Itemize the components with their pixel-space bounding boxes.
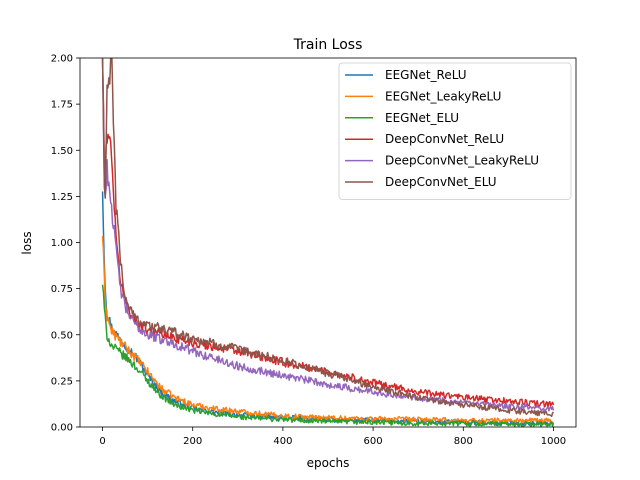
x-axis-label: epochs bbox=[307, 456, 350, 470]
y-tick-label: 0.25 bbox=[51, 376, 73, 387]
y-tick-label: 1.50 bbox=[51, 146, 73, 157]
series-line bbox=[101, 284, 555, 427]
y-tick-label: 1.00 bbox=[51, 238, 73, 249]
x-tick-label: 200 bbox=[183, 436, 202, 447]
x-tick-label: 1000 bbox=[541, 436, 566, 447]
series-line bbox=[101, 58, 555, 412]
series-lines bbox=[101, 58, 555, 427]
x-tick-label: 600 bbox=[364, 436, 383, 447]
series-line bbox=[101, 58, 555, 418]
y-tick-label: 2.00 bbox=[51, 54, 73, 65]
y-tick-label: 1.25 bbox=[51, 192, 73, 203]
chart-title: Train Loss bbox=[293, 37, 363, 53]
legend-label: DeepConvNet_ELU bbox=[385, 175, 497, 189]
legend-box bbox=[338, 62, 572, 200]
x-tick-label: 400 bbox=[273, 436, 292, 447]
x-tick-label: 0 bbox=[99, 436, 105, 447]
legend-label: DeepConvNet_ReLU bbox=[385, 132, 504, 146]
y-tick-label: 1.75 bbox=[51, 100, 73, 111]
axes: 0 200 400 600 800 1000 0.00 0.25 0.50 0.75 1.00 1.2… bbox=[51, 54, 577, 447]
legend-label: EEGNet_ReLU bbox=[385, 68, 467, 82]
y-tick-label: 0.50 bbox=[51, 330, 73, 341]
y-tick-label: 0.75 bbox=[51, 284, 73, 295]
legend-label: EEGNet_LeakyReLU bbox=[385, 89, 501, 103]
legend: EEGNet_ReLU EEGNet_LeakyReLU EEGNet_ELU Dee… bbox=[338, 62, 572, 200]
x-tick-label: 800 bbox=[454, 436, 473, 447]
y-axis-label: loss bbox=[20, 231, 34, 254]
y-tick-label: 0.00 bbox=[51, 423, 73, 434]
legend-label: EEGNet_ELU bbox=[385, 111, 459, 125]
legend-label: DeepConvNet_LeakyReLU bbox=[385, 154, 539, 168]
